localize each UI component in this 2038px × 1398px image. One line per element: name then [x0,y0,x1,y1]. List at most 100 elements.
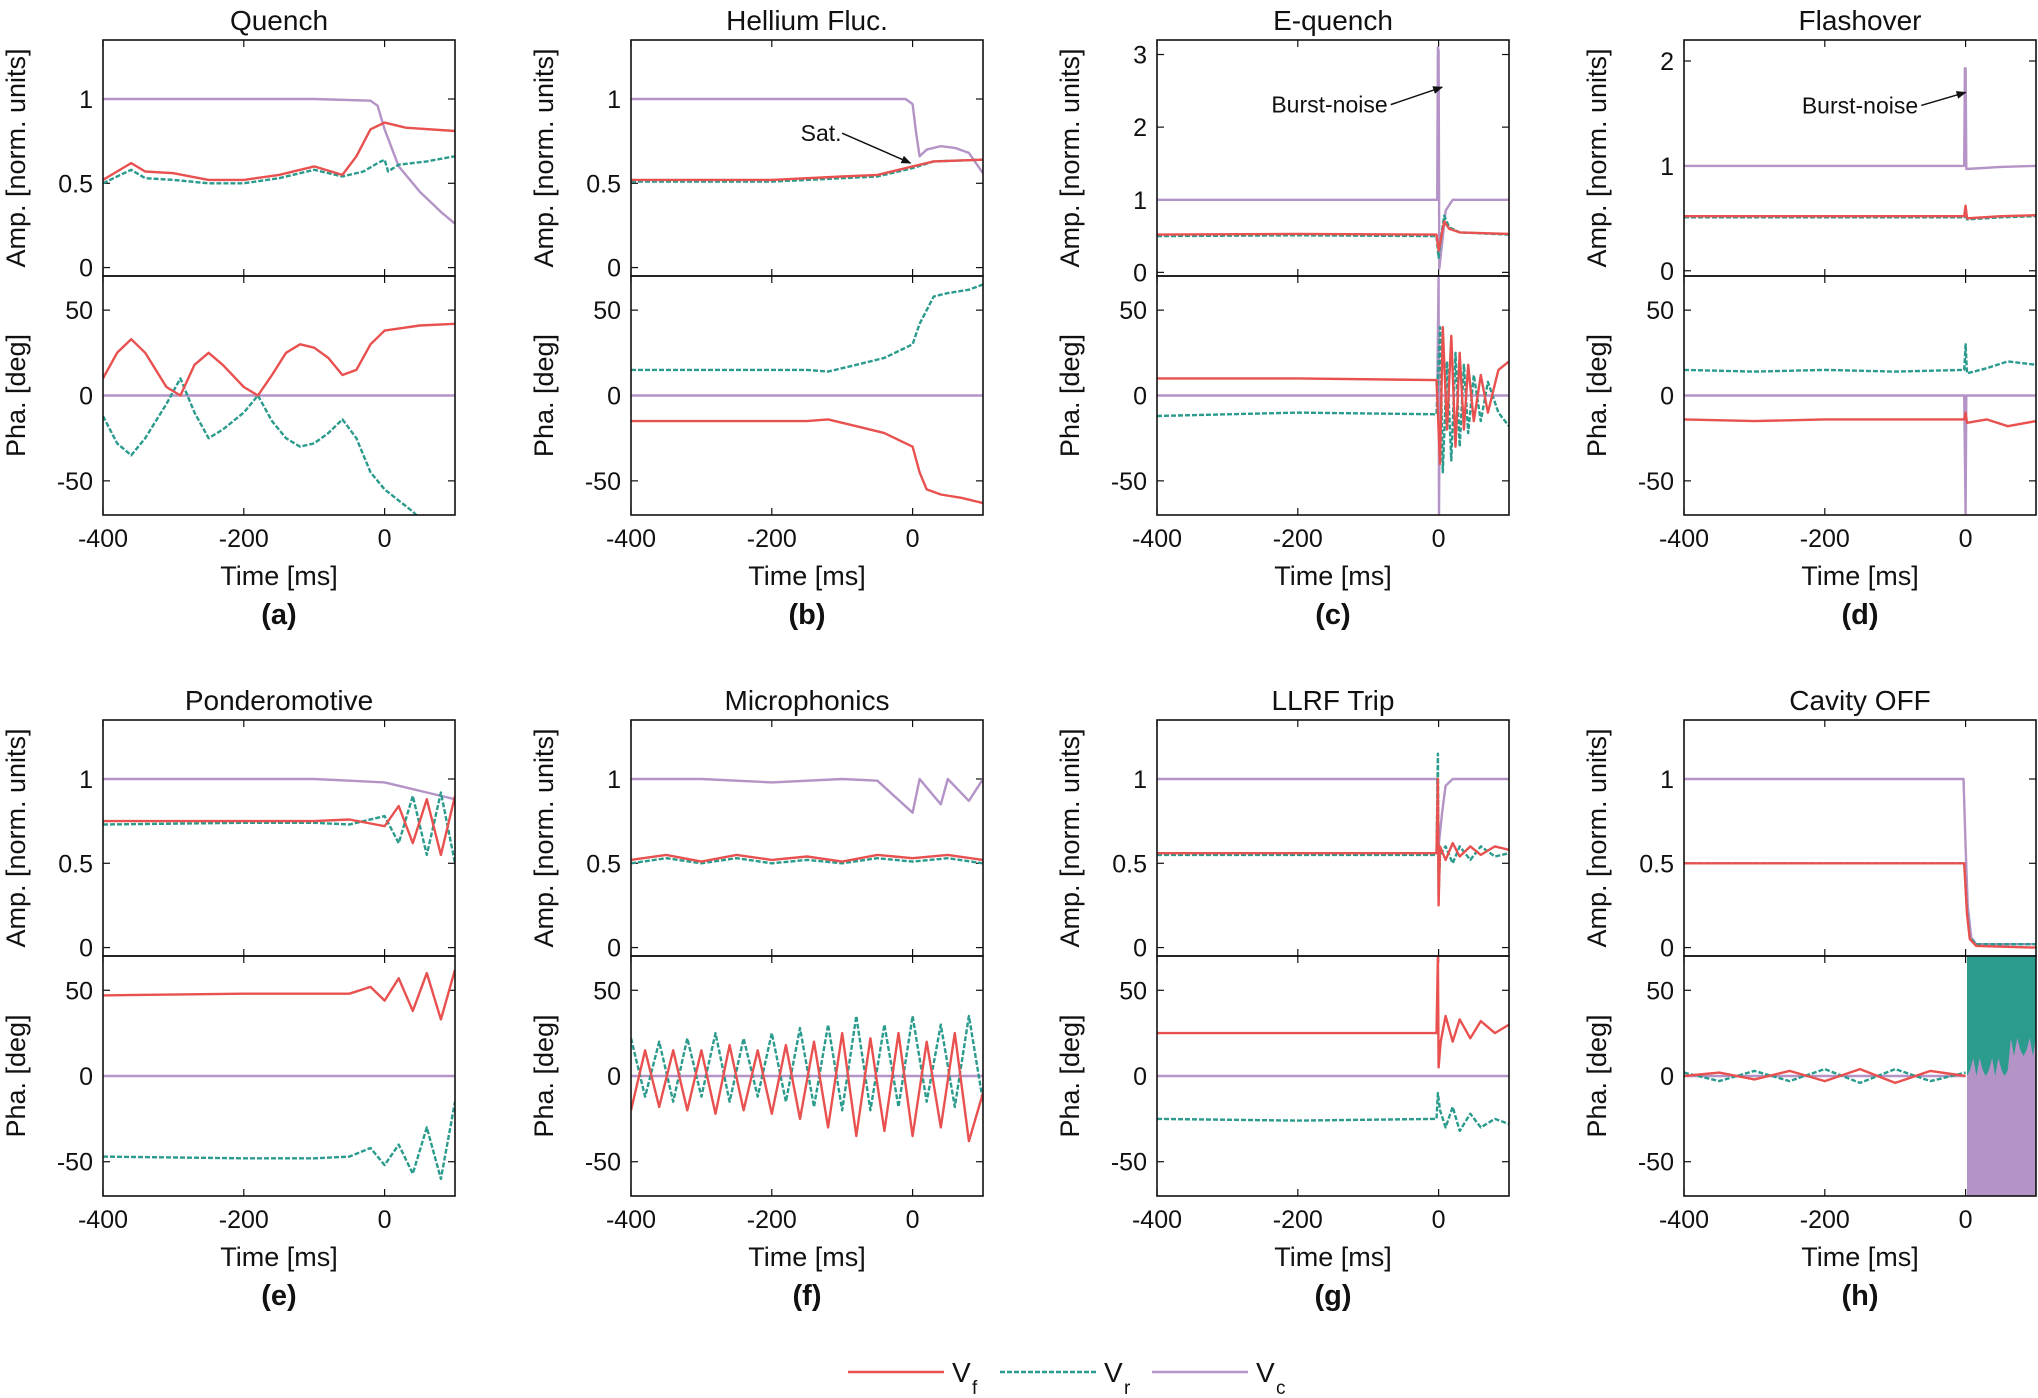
time-axis-label: Time [ms] [1801,561,1919,591]
panel-0-amplitude-ytick-label: 0 [79,255,93,283]
panel-label: (f) [793,1280,822,1312]
panel-0-phase-ytick-label: 0 [79,383,93,411]
xtick-label: 0 [1432,1206,1446,1234]
panel-5-phase-vr-line [631,1014,983,1112]
panel-4-phase-frame [102,955,456,1197]
annotation-arrow [841,132,912,164]
panel-7-phase-vf-line [1684,1067,1966,1085]
panel-3-phase-ytick-label: -50 [1638,468,1674,496]
panel-2-phase-vr-line [1157,326,1509,474]
panel-7-amplitude-ytick-label: 0.5 [1639,850,1674,878]
pha-axis-label: Pha. [deg] [529,334,559,457]
panel-label: (c) [1315,599,1350,631]
panel-3-phase-vc-line [1684,394,2036,515]
panel-label: (g) [1314,1280,1351,1312]
xtick-label: 0 [378,525,392,553]
panel-label: (h) [1841,1280,1878,1312]
xtick-label: -400 [1132,1206,1182,1234]
time-axis-label: Time [ms] [1801,1242,1919,1272]
panel-7-amplitude-vf-line [1684,862,2036,949]
panel-f: Microphonics 0 0.5 1 -50 0 50 Amp. [norm. units… [529,685,984,1312]
panel-1-phase-vr-line [631,283,983,373]
panel-g: LLRF Trip 0 0.5 1 -50 0 50 Amp. [norm. units] Ph… [1055,685,1510,1312]
panel-c: E-quench 0 1 2 3 -50 0 50 Amp. [norm. units] Pha.… [1055,5,1510,631]
panel-4-amplitude-ytick-label: 1 [79,766,93,794]
legend-label-vc: V [1256,1357,1275,1388]
panel-2-amplitude-ytick-label: 0 [1133,259,1147,287]
amp-axis-label: Amp. [norm. units] [1055,728,1085,947]
xtick-label: -200 [747,1206,797,1234]
panel-3-phase-ytick-label: 50 [1646,297,1674,325]
xtick-label: -400 [606,525,656,553]
legend-item-vr: Vr [1000,1357,1131,1398]
panel-0-amplitude-vr-line [103,155,455,185]
panel-b: Hellium Fluc. 0 0.5 1 -50 0 50 Amp. [norm. unit… [529,5,984,631]
panel-7-phase-vc-noise-block [1967,1076,2036,1196]
xtick-label: -400 [1659,525,1709,553]
legend-sub-vc: c [1276,1378,1286,1398]
panel-title: Quench [230,5,328,36]
xtick-label: -200 [1800,1206,1850,1234]
panel-5-phase-ytick-label: -50 [585,1149,621,1177]
amp-axis-label: Amp. [norm. units] [1,728,31,947]
xtick-label: -200 [1273,525,1323,553]
panel-label: (d) [1841,599,1878,631]
annotation-label: Burst-noise [1802,92,1918,118]
panel-0-amplitude-vc-line [103,97,455,225]
panel-5-amplitude-vf-line [631,853,983,863]
annotation-arrow [1390,86,1444,106]
panel-title: E-quench [1273,5,1393,36]
panel-6-phase-ytick-label: 0 [1133,1063,1147,1091]
panel-6-phase-vr-line [1157,1091,1509,1133]
panel-0-phase-ytick-label: 50 [65,297,93,325]
panel-0-amplitude-vf-line [103,121,455,182]
panel-4-phase-vr-line [103,1101,455,1181]
panel-4-amplitude-ytick-label: 0 [79,935,93,963]
panel-label: (e) [261,1280,296,1312]
panel-1-amplitude-ytick-label: 1 [607,86,621,114]
xtick-label: -400 [1659,1206,1709,1234]
panel-3-phase-frame [1683,275,2037,516]
xtick-label: -200 [219,1206,269,1234]
panel-7-amplitude-ytick-label: 1 [1660,766,1674,794]
panel-2-amplitude-ytick-label: 3 [1133,42,1147,70]
panel-1-amplitude-vc-line [631,97,983,174]
panel-1-amplitude-vf-line [631,158,983,182]
panel-4-phase-ytick-label: 0 [79,1063,93,1091]
panel-2-amplitude-frame [1156,39,1510,277]
pha-axis-label: Pha. [deg] [1055,334,1085,457]
pha-axis-label: Pha. [deg] [1,334,31,457]
panel-6-amplitude-vc-line [1157,777,1509,848]
legend-item-vc: Vc [1152,1357,1286,1398]
panel-5-amplitude-vr-line [631,857,983,865]
panel-6-amplitude-vr-line [1157,752,1509,899]
panel-7-amplitude-ytick-label: 0 [1660,935,1674,963]
panel-6-phase-frame [1156,955,1510,1197]
panel-1-amplitude-ytick-label: 0 [607,255,621,283]
panel-1-phase-ytick-label: 50 [593,297,621,325]
legend-label-vf: V [952,1357,971,1388]
pha-axis-label: Pha. [deg] [1582,334,1612,457]
panel-3-amplitude-frame [1683,39,2037,277]
annotation-label: Burst-noise [1271,92,1387,118]
panel-0-amplitude-ytick-label: 0.5 [58,170,93,198]
panel-4-amplitude-frame [102,719,456,957]
amp-axis-label: Amp. [norm. units] [1055,48,1085,267]
xtick-label: -200 [1273,1206,1323,1234]
panel-7-phase-ytick-label: 0 [1660,1063,1674,1091]
pha-axis-label: Pha. [deg] [1055,1014,1085,1137]
panel-4-amplitude-ytick-label: 0.5 [58,850,93,878]
time-axis-label: Time [ms] [1274,1242,1392,1272]
panel-1-amplitude-ytick-label: 0.5 [586,170,621,198]
xtick-label: -400 [1132,525,1182,553]
panel-6-amplitude-vf-line [1157,777,1509,907]
panel-2-phase-ytick-label: -50 [1111,468,1147,496]
panel-title: Hellium Fluc. [726,5,888,36]
panel-h: Cavity OFF 0 0.5 1 -50 0 50 Amp. [norm. units] P… [1582,685,2037,1312]
panel-title: Flashover [1799,5,1922,36]
panel-4-phase-ytick-label: 50 [65,977,93,1005]
xtick-label: -400 [78,525,128,553]
panel-2-amplitude-vc-line [1157,46,1509,270]
time-axis-label: Time [ms] [1274,561,1392,591]
panel-7-amplitude-vr-line [1684,862,2036,946]
